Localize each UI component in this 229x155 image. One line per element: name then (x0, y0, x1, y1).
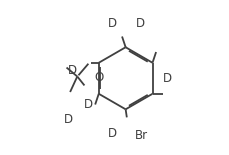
Text: D: D (162, 72, 171, 85)
Text: D: D (67, 64, 76, 77)
Text: D: D (107, 17, 117, 30)
Text: D: D (84, 98, 93, 111)
Text: Br: Br (134, 129, 147, 142)
Text: D: D (135, 17, 144, 30)
Text: D: D (107, 127, 117, 140)
Text: O: O (94, 71, 104, 84)
Text: D: D (63, 113, 73, 126)
